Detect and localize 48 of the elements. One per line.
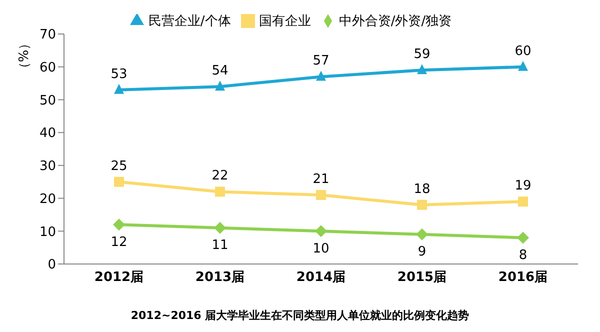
legend-label: 中外合资/外资/独资 [338, 14, 452, 29]
data-label: 9 [418, 244, 426, 260]
point [416, 228, 428, 240]
y-axis-title: （%） [17, 36, 32, 76]
data-label: 19 [514, 178, 532, 194]
data-label: 60 [514, 44, 532, 59]
point [315, 225, 327, 238]
text: 2012~2016 届大学毕业生在不同类型用人单位就业的比例变化趋势 [130, 308, 470, 323]
point [417, 200, 427, 210]
y-tick-label: 30 [39, 159, 56, 174]
data-label: 21 [312, 172, 330, 187]
data-label: 12 [110, 234, 128, 250]
point [316, 190, 326, 200]
point [518, 60, 528, 71]
point [214, 222, 226, 234]
point [316, 70, 326, 81]
point [518, 196, 528, 207]
y-tick-label: 10 [39, 224, 56, 240]
data-label: 11 [212, 238, 228, 254]
point [113, 218, 125, 231]
x-tick-label: 2012届 [94, 270, 144, 286]
x-tick-label: 2016届 [498, 270, 548, 286]
data-label: 25 [110, 158, 128, 174]
data-label: 54 [212, 64, 228, 79]
y-tick-label: 0 [48, 258, 56, 273]
legend-label: 民营企业/个体 [148, 14, 231, 29]
data-label: 18 [414, 182, 430, 197]
x-tick-label: 2014届 [296, 270, 346, 286]
y-tick-label: 40 [39, 126, 56, 142]
data-label: 53 [110, 66, 128, 82]
point [517, 232, 529, 244]
x-tick-label: 2015届 [397, 270, 447, 286]
point [114, 176, 124, 187]
point [114, 84, 124, 94]
data-label: 8 [518, 248, 528, 263]
data-label: 10 [312, 241, 330, 256]
point [215, 186, 225, 197]
data-label: 59 [414, 47, 430, 62]
y-tick-label: 70 [39, 28, 56, 43]
legend-label: 国有企业 [258, 14, 311, 29]
point [215, 80, 225, 91]
y-tick-label: 60 [39, 60, 56, 76]
point [417, 64, 427, 74]
y-tick-label: 50 [39, 93, 56, 108]
y-tick-label: 20 [39, 192, 56, 207]
x-tick-label: 2013届 [195, 270, 245, 286]
data-label: 22 [212, 168, 228, 184]
data-label: 57 [312, 54, 330, 69]
